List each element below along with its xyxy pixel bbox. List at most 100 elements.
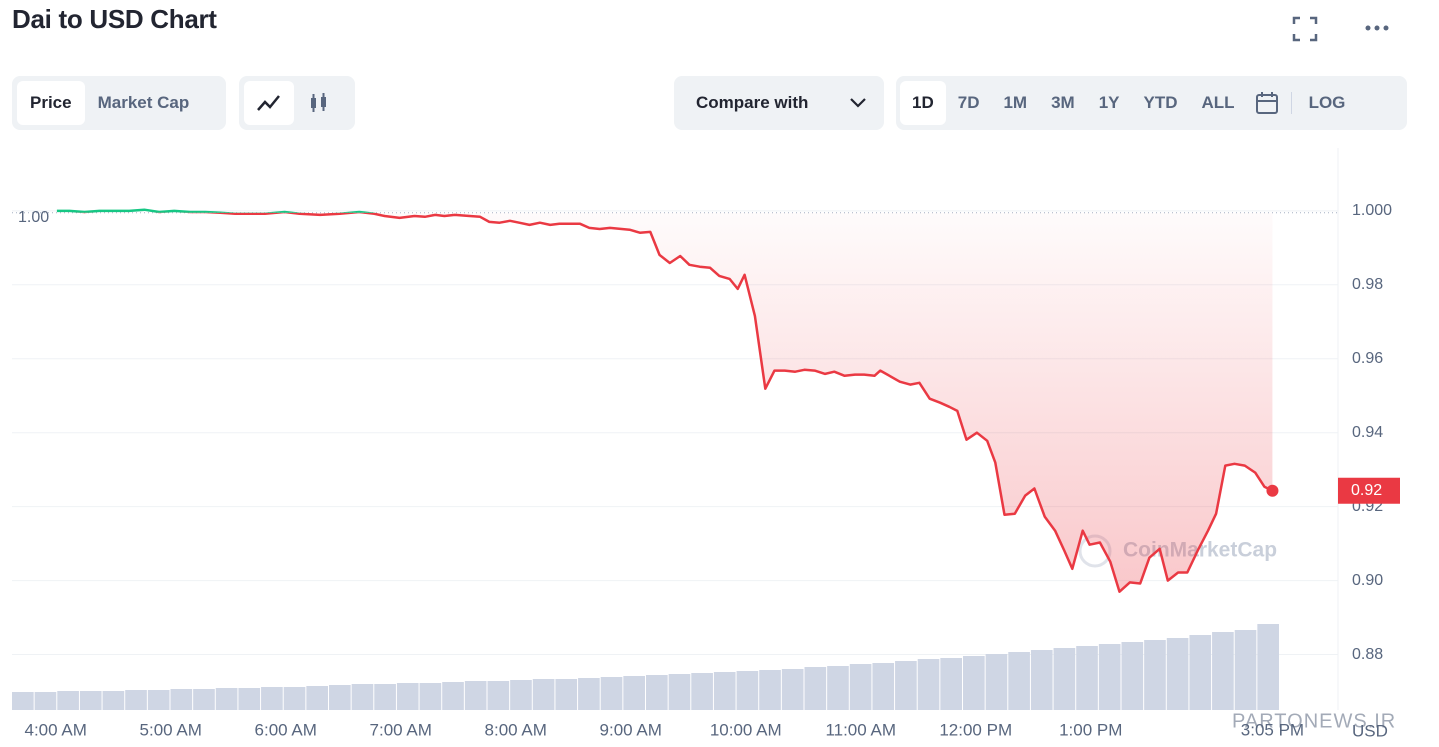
reference-label: 1.00 <box>18 209 49 226</box>
y-tick-label: 0.94 <box>1352 424 1383 441</box>
x-tick-label: 1:00 PM <box>1059 720 1122 739</box>
volume-bar <box>351 684 374 710</box>
x-tick-label: 8:00 AM <box>485 720 547 739</box>
title: Dai to USD Chart <box>12 4 217 34</box>
volume-bar <box>555 679 578 710</box>
volume-bar <box>374 684 396 710</box>
volume-bar <box>193 689 215 710</box>
volume-bar <box>215 688 238 710</box>
x-tick-label: 12:00 PM <box>939 720 1012 739</box>
volume-bar <box>646 675 668 710</box>
volume-bar <box>1076 646 1098 710</box>
price-tag: 0.92 <box>1351 482 1382 499</box>
fullscreen-icon[interactable] <box>1292 16 1318 42</box>
volume-bar <box>759 670 781 710</box>
volume-bar <box>940 658 962 710</box>
x-tick-label: 6:00 AM <box>255 720 317 739</box>
volume-bar <box>895 661 917 710</box>
volume-bar <box>147 690 170 710</box>
volume-bar <box>532 679 555 710</box>
volume-bar <box>487 681 510 710</box>
volume-bar <box>781 669 804 710</box>
x-tick-label: 9:00 AM <box>600 720 662 739</box>
volume-bar <box>510 680 532 710</box>
tab[interactable]: Market Cap <box>97 93 190 112</box>
volume-bar <box>1008 652 1030 710</box>
price-tag-bg <box>1338 477 1400 504</box>
volume-bar <box>872 663 895 710</box>
volume-bar <box>125 690 147 710</box>
volume-bar <box>261 687 283 710</box>
volume-bar <box>306 686 328 710</box>
volume-bar <box>1030 650 1053 710</box>
volume-bar <box>102 691 125 710</box>
y-tick-label: 0.88 <box>1352 646 1383 663</box>
volume-bar <box>419 683 442 710</box>
volume-bar <box>170 689 193 710</box>
more-icon[interactable] <box>1364 22 1392 34</box>
site-watermark: PARTONEWS.IR <box>1232 710 1396 732</box>
volume-bar <box>79 691 102 710</box>
volume-bar <box>1189 635 1212 710</box>
range-button[interactable]: ALL <box>1201 93 1235 112</box>
volume-bar <box>1212 632 1234 710</box>
candle-chart-button[interactable] <box>294 81 344 125</box>
volume-bar <box>1098 644 1121 710</box>
x-tick-label: 5:00 AM <box>140 720 202 739</box>
volume-bar <box>12 692 34 710</box>
x-tick-label: 3:05 PM <box>1241 720 1304 739</box>
volume-bar <box>1166 638 1189 710</box>
volume-bar <box>713 672 736 710</box>
volume-bar <box>849 664 872 710</box>
range-button[interactable]: 1D <box>900 81 946 125</box>
volume-bar <box>827 666 849 710</box>
y-unit-label: USD <box>1352 721 1388 740</box>
volume-bar <box>1121 642 1144 710</box>
range-button[interactable]: 1Y <box>1098 93 1120 112</box>
x-tick-label: 11:00 AM <box>825 720 896 739</box>
volume-bar <box>442 682 464 710</box>
volume-bar <box>623 676 645 710</box>
volume-bar <box>600 677 623 710</box>
last-point <box>1266 484 1279 497</box>
volume-bar <box>396 683 419 710</box>
compare-label: Compare with <box>696 93 809 112</box>
range-button[interactable]: YTD <box>1143 93 1178 112</box>
calendar-button[interactable] <box>1247 81 1287 125</box>
range-button[interactable]: 3M <box>1051 93 1075 112</box>
volume-bar <box>985 654 1008 710</box>
range-button[interactable]: 1M <box>1003 93 1028 112</box>
range-button[interactable]: 7D <box>957 93 980 112</box>
y-tick-label: 1.000 <box>1352 202 1392 219</box>
log-button[interactable]: LOG <box>1308 93 1346 112</box>
volume-bar <box>464 681 487 710</box>
volume-bar <box>668 674 691 710</box>
volume-bar <box>238 688 261 710</box>
volume-bar <box>917 659 940 710</box>
volume-bar <box>578 678 600 710</box>
volume-bar <box>804 667 827 710</box>
tab-group: Price Market Cap <box>12 76 226 130</box>
x-tick-label: 10:00 AM <box>710 720 782 739</box>
price-line-down <box>77 212 1273 593</box>
volume-bar <box>736 671 759 710</box>
y-tick-label: 0.98 <box>1352 276 1383 293</box>
chart-type-group <box>239 76 355 130</box>
volume-bar <box>57 691 79 710</box>
volume-bar <box>1257 624 1279 710</box>
compare-dropdown[interactable]: Compare with <box>674 76 884 130</box>
y-tick-label: 0.96 <box>1352 350 1383 367</box>
volume-bar <box>1053 648 1076 710</box>
area-fill <box>56 212 1273 592</box>
volume-bar <box>963 656 985 710</box>
volume-bar <box>34 692 57 710</box>
y-tick-label: 0.90 <box>1352 572 1383 589</box>
volume-bar <box>1144 640 1166 710</box>
line-chart-button[interactable] <box>244 81 294 125</box>
x-tick-label: 4:00 AM <box>25 720 87 739</box>
x-tick-label: 7:00 AM <box>370 720 432 739</box>
tab[interactable]: Price <box>17 81 85 125</box>
volume-bar <box>1234 630 1257 710</box>
